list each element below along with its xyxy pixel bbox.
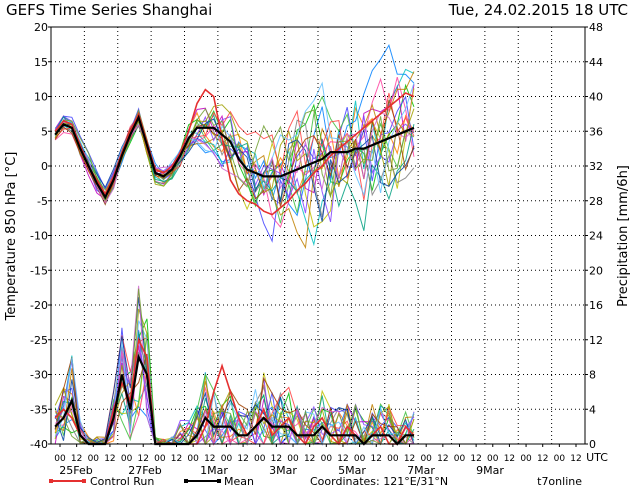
y-left-tick-label: 15	[34, 56, 48, 69]
chart-title: GEFS Time Series Shanghai	[6, 1, 212, 19]
x-hour-label: 12	[504, 454, 515, 464]
x-hour-label: 12	[570, 454, 581, 464]
right-axis-title: Precipitation [mm/6h]	[616, 165, 631, 307]
y-right-tick-label: 44	[589, 56, 603, 69]
x-hour-label: 00	[487, 454, 499, 464]
y-right-tick-label: 0	[589, 438, 596, 451]
x-unit-label: UTC	[586, 451, 608, 464]
main-series	[54, 88, 415, 446]
mean-temperature-line	[54, 114, 415, 200]
y-right-tick-label: 24	[589, 230, 603, 243]
member-precip-line	[54, 336, 415, 446]
y-right-tick-label: 20	[589, 264, 603, 277]
grid	[51, 27, 585, 444]
x-hour-label: 12	[137, 454, 148, 464]
legend-control-marker-right	[82, 479, 86, 483]
y-left-tick-label: -40	[30, 438, 48, 451]
x-hour-label: 00	[254, 454, 266, 464]
x-hour-label: 12	[204, 454, 215, 464]
chart-datetime: Tue, 24.02.2015 18 UTC	[448, 1, 628, 19]
y-left-tick-label: -15	[30, 264, 48, 277]
x-date-label: 9Mar	[476, 464, 504, 477]
y-left-tick-label: -30	[30, 369, 48, 382]
member-precip-line	[54, 353, 414, 446]
brand-label: t7online	[537, 475, 582, 488]
x-date-label: 5Mar	[338, 464, 366, 477]
legend-mean-marker-right	[217, 479, 221, 483]
y-left-tick-label: 20	[34, 21, 48, 34]
y-left-tick-label: -5	[37, 195, 48, 208]
x-hour-label: 12	[171, 454, 182, 464]
y-right-tick-label: 48	[589, 21, 603, 34]
x-hour-label: 12	[304, 454, 315, 464]
y-right-tick-label: 4	[589, 403, 596, 416]
x-hour-label: 12	[71, 454, 82, 464]
x-hour-label: 12	[371, 454, 382, 464]
x-date-label: 3Mar	[269, 464, 297, 477]
y-left-tick-label: -10	[30, 230, 48, 243]
member-temperature-line	[54, 111, 415, 204]
x-date-label: 25Feb	[59, 464, 92, 477]
y-left-tick-label: -35	[30, 403, 48, 416]
x-hour-label: 00	[321, 454, 333, 464]
y-right-tick-label: 12	[589, 334, 603, 347]
x-hour-label: 00	[88, 454, 100, 464]
member-temperature-line	[54, 116, 415, 222]
left-axis-title: Temperature 850 hPa [°C]	[4, 152, 19, 322]
x-hour-label: 00	[554, 454, 566, 464]
x-hour-label: 00	[420, 454, 432, 464]
y-left-tick-label: 10	[34, 91, 48, 104]
x-hour-label: 00	[121, 454, 133, 464]
y-right-tick-label: 28	[589, 195, 603, 208]
x-hour-labels: 00 12 00 12 00 12 00 12 00 12 00 12 00 12 00 12 00 12 00 12…	[54, 444, 582, 464]
x-hour-label: 12	[104, 454, 115, 464]
x-hour-label: 12	[437, 454, 448, 464]
x-date-label: 27Feb	[128, 464, 161, 477]
control-run-temperature-line	[54, 88, 415, 216]
x-hour-label: 00	[54, 454, 66, 464]
x-hour-label: 00	[221, 454, 233, 464]
y-left-tick-label: 5	[41, 125, 48, 138]
x-hour-label: 00	[454, 454, 466, 464]
legend-mean-label: Mean	[224, 475, 254, 488]
legend-mean-marker-left	[184, 479, 188, 483]
y-right-tick-label: 36	[589, 125, 603, 138]
legend-control-marker-left	[49, 479, 53, 483]
x-hour-label: 00	[387, 454, 399, 464]
left-y-tick-labels: 20 15 10 5 0 -5 -10 -15 -20 -25 -30 -35 -40	[30, 21, 51, 451]
coordinates-footer: Coordinates: 121°E/31°N	[310, 475, 448, 488]
x-hour-label: 12	[404, 454, 415, 464]
y-left-tick-label: -25	[30, 334, 48, 347]
legend: Control Run Mean Coordinates: 121°E/31°N…	[49, 475, 582, 488]
x-date-labels: 25Feb 27Feb 1Mar 3Mar 5Mar 7Mar 9Mar	[59, 464, 504, 477]
x-hour-label: 00	[520, 454, 532, 464]
x-hour-label: 12	[470, 454, 481, 464]
x-hour-label: 00	[287, 454, 299, 464]
x-hour-label: 12	[237, 454, 248, 464]
x-date-label: 7Mar	[407, 464, 435, 477]
y-right-tick-label: 32	[589, 160, 603, 173]
y-right-tick-label: 40	[589, 91, 603, 104]
x-hour-label: 12	[271, 454, 282, 464]
y-right-tick-label: 16	[589, 299, 603, 312]
x-hour-label: 12	[337, 454, 348, 464]
x-hour-label: 12	[537, 454, 548, 464]
ensemble-members	[54, 43, 415, 446]
y-left-tick-label: -20	[30, 299, 48, 312]
legend-control-label: Control Run	[90, 475, 154, 488]
x-hour-label: 00	[187, 454, 199, 464]
x-hour-label: 00	[354, 454, 366, 464]
mean-precip-line	[54, 353, 414, 446]
x-date-label: 1Mar	[200, 464, 228, 477]
y-right-tick-label: 8	[589, 369, 596, 382]
y-left-tick-label: 0	[41, 160, 48, 173]
x-hour-label: 00	[154, 454, 166, 464]
